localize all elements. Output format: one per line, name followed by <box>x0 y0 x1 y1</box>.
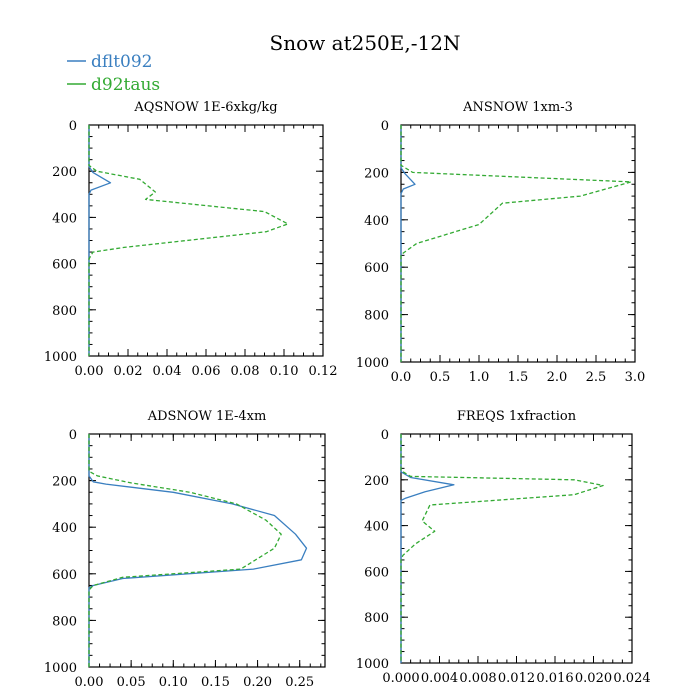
plot-frame <box>400 124 636 363</box>
y-tick-label: 200 <box>364 474 389 489</box>
x-tick-label: 1.0 <box>469 370 490 385</box>
y-tick-label: 600 <box>52 258 77 273</box>
x-tick-label: 0.08 <box>231 364 260 379</box>
y-tick-label: 0 <box>381 119 389 134</box>
x-tick-label: 2.5 <box>586 370 607 385</box>
x-tick-label: 0.00 <box>75 675 104 690</box>
y-tick-label: 1000 <box>44 661 77 676</box>
plot-frame <box>400 433 633 664</box>
y-tick-label: 1000 <box>356 356 389 371</box>
y-tick-label: 1000 <box>44 350 77 365</box>
y-tick-label: 800 <box>52 304 77 319</box>
y-tick-label: 400 <box>364 214 389 229</box>
y-tick-label: 1000 <box>356 657 389 672</box>
y-tick-label: 200 <box>52 475 77 490</box>
x-tick-label: 0.0 <box>391 370 412 385</box>
series-line-dflt092 <box>88 125 112 356</box>
x-tick-label: 0.020 <box>575 671 612 686</box>
x-tick-label: 0.008 <box>459 671 496 686</box>
plot-frame <box>88 433 326 668</box>
series-line-d92taus <box>400 434 604 663</box>
x-tick-label: 0.024 <box>613 671 650 686</box>
series-line-dflt092 <box>88 434 308 667</box>
chart-panel-4: FREQS 1xfraction 0.000 0.004 0.008 0.012 0.01… <box>356 409 651 686</box>
y-tick-label: 200 <box>52 165 77 180</box>
series-line-d92taus <box>88 434 282 667</box>
panel-title: ANSNOW 1xm-3 <box>462 100 573 115</box>
y-tick-label: 0 <box>381 428 389 443</box>
x-tick-label: 0.05 <box>117 675 146 690</box>
series-line-d92taus <box>400 125 632 362</box>
x-tick-label: 0.04 <box>153 364 182 379</box>
series-line-dflt092 <box>400 434 455 663</box>
y-tick-label: 0 <box>69 428 77 443</box>
y-tick-label: 200 <box>364 166 389 181</box>
x-tick-label: 0.15 <box>201 675 230 690</box>
chart-panel-3: ADSNOW 1E-4xm 0.00 0.05 0.10 0.15 0.20 0.25 0 20… <box>44 409 326 690</box>
chart-panel-1: AQSNOW 1E-6xkg/kg 0.00 0.02 0.04 0.06 0.08 0.1… <box>44 100 338 379</box>
legend-label-d92taus: d92taus <box>91 75 160 95</box>
series-line-d92taus <box>88 125 289 356</box>
legend: dflt092 d92taus <box>67 52 160 95</box>
y-tick-label: 600 <box>364 261 389 276</box>
y-tick-label: 600 <box>364 565 389 580</box>
x-tick-label: 0.10 <box>159 675 188 690</box>
x-tick-label: 0.20 <box>243 675 272 690</box>
panel-title: ADSNOW 1E-4xm <box>147 409 267 424</box>
y-tick-label: 400 <box>52 521 77 536</box>
x-tick-label: 2.0 <box>547 370 568 385</box>
y-tick-label: 800 <box>364 309 389 324</box>
x-tick-label: 0.004 <box>421 671 458 686</box>
plot-frame <box>88 124 324 357</box>
x-tick-label: 0.012 <box>498 671 535 686</box>
panel-title: AQSNOW 1E-6xkg/kg <box>133 100 277 115</box>
legend-label-dflt092: dflt092 <box>91 52 153 72</box>
y-tick-label: 800 <box>364 611 389 626</box>
chart-panel-2: ANSNOW 1xm-3 0.0 0.5 1.0 1.5 2.0 2.5 3.0 0 200 400… <box>356 100 645 385</box>
x-tick-label: 0.12 <box>309 364 338 379</box>
x-tick-label: 0.06 <box>192 364 221 379</box>
x-tick-label: 0.016 <box>536 671 573 686</box>
x-tick-label: 0.02 <box>114 364 143 379</box>
x-tick-label: 3.0 <box>625 370 646 385</box>
x-tick-label: 0.10 <box>270 364 299 379</box>
x-tick-label: 0.25 <box>285 675 314 690</box>
figure-title: Snow at250E,-12N <box>270 31 461 55</box>
y-tick-label: 0 <box>69 119 77 134</box>
y-tick-label: 600 <box>52 568 77 583</box>
x-tick-label: 1.5 <box>508 370 529 385</box>
x-tick-label: 0.00 <box>75 364 104 379</box>
y-tick-label: 400 <box>52 211 77 226</box>
y-tick-label: 800 <box>52 614 77 629</box>
y-tick-label: 400 <box>364 520 389 535</box>
x-tick-label: 0.5 <box>430 370 451 385</box>
x-tick-label: 0.000 <box>382 671 419 686</box>
series-line-dflt092 <box>400 125 416 362</box>
panel-title: FREQS 1xfraction <box>457 409 577 424</box>
